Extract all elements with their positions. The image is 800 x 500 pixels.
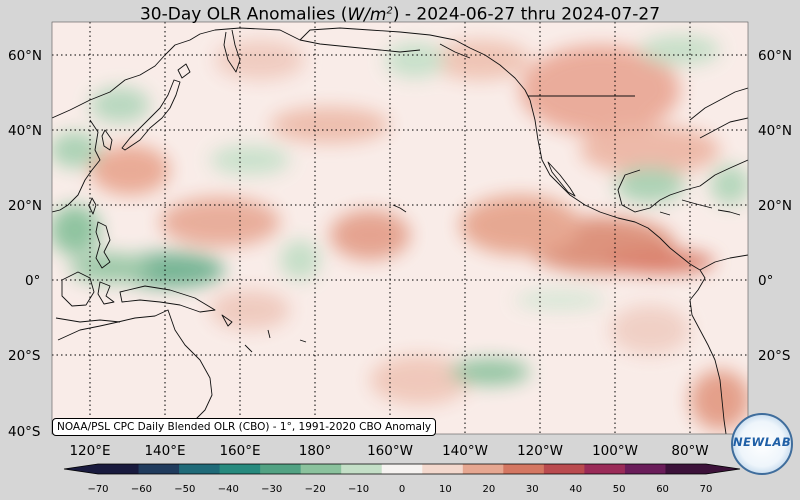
lat-label-right: 20°S xyxy=(758,348,791,364)
lon-label: 160°W xyxy=(367,443,413,459)
lon-label: 120°E xyxy=(69,443,111,459)
lon-label: 100°W xyxy=(592,443,638,459)
lat-label-left: 20°N xyxy=(8,198,43,214)
colorbar-tick-label: 20 xyxy=(482,484,496,495)
colorbar-swatch xyxy=(665,464,707,474)
colorbar-extend-low xyxy=(64,464,98,474)
colorbar-tick-label: 10 xyxy=(439,484,452,495)
colorbar-tick-label: 60 xyxy=(656,484,669,495)
colorbar-swatch xyxy=(462,464,504,474)
colorbar-swatch xyxy=(300,464,342,474)
colorbar-swatch xyxy=(624,464,666,474)
colorbar-extend-high xyxy=(706,464,740,474)
colorbar-swatch xyxy=(543,464,585,474)
colorbar-swatch xyxy=(98,464,140,474)
colorbar-swatch xyxy=(260,464,302,474)
lon-label: 180° xyxy=(298,443,332,459)
colorbar-tick-label: 0 xyxy=(398,484,406,495)
source-note: NOAA/PSL CPC Daily Blended OLR (CBO) - 1… xyxy=(52,418,437,436)
lat-label-left: 60°N xyxy=(8,48,43,64)
colorbar-tick-label: −50 xyxy=(174,484,196,495)
lat-label-left: 40°N xyxy=(8,123,43,139)
lat-label-right: 40°N xyxy=(758,123,793,139)
lon-label: 160°E xyxy=(219,443,261,459)
lat-label-left: 20°S xyxy=(8,348,41,364)
lat-label-right: 60°N xyxy=(758,48,793,64)
title-suffix: ) - 2024-06-27 thru 2024-07-27 xyxy=(392,4,661,25)
colorbar-swatch xyxy=(219,464,261,474)
map-title: 30-Day OLR Anomalies (W/m2) - 2024-06-27… xyxy=(0,0,800,26)
lon-label: 120°W xyxy=(517,443,563,459)
colorbar-swatch xyxy=(179,464,221,474)
graticule xyxy=(52,22,748,434)
lon-label: 140°E xyxy=(144,443,186,459)
anomaly-field xyxy=(52,22,748,434)
colorbar xyxy=(63,463,741,475)
colorbar-swatch xyxy=(584,464,626,474)
title-prefix: 30-Day OLR Anomalies ( xyxy=(139,4,348,25)
colorbar-swatch xyxy=(381,464,423,474)
colorbar-outline xyxy=(63,463,741,475)
colorbar-tick-label: −30 xyxy=(261,484,283,495)
lat-label-right: 0° xyxy=(758,273,774,289)
lat-label-left: 0° xyxy=(25,273,41,289)
colorbar-tick-label: 30 xyxy=(525,484,539,495)
colorbar-swatch xyxy=(422,464,464,474)
colorbar-tick-label: −40 xyxy=(217,484,239,495)
colorbar-swatch xyxy=(503,464,545,474)
lon-label: 140°W xyxy=(442,443,488,459)
lon-label: 80°W xyxy=(671,443,709,459)
colorbar-tick-label: −70 xyxy=(87,484,109,495)
colorbar-swatch xyxy=(138,464,180,474)
colorbar-swatch xyxy=(341,464,383,474)
noaa-logo: NEWLAB xyxy=(731,413,793,475)
colorbar-tick-label: −60 xyxy=(130,484,152,495)
title-units: W/m2 xyxy=(347,4,393,25)
colorbar-tick-label: 50 xyxy=(612,484,626,495)
logo-text: NEWLAB xyxy=(733,435,792,449)
colorbar-tick-label: −20 xyxy=(304,484,326,495)
lat-label-right: 20°N xyxy=(758,198,793,214)
lat-label-left: 40°S xyxy=(8,424,41,440)
colorbar-tick-label: 40 xyxy=(569,484,583,495)
colorbar-tick-label: −10 xyxy=(348,484,370,495)
colorbar-tick-label: 70 xyxy=(699,484,713,495)
